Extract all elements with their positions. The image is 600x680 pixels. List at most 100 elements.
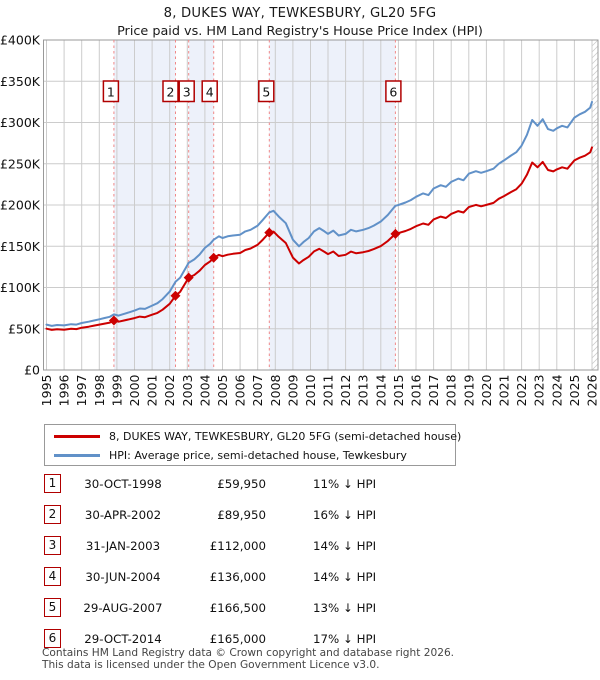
x-axis-tick-label: 1996 [57, 374, 72, 406]
transaction-hpi-diff: 13% ↓ HPI [313, 601, 377, 615]
x-axis-tick-label: 2020 [479, 374, 494, 406]
y-axis-tick-label: £50K [8, 321, 41, 336]
transaction-date: 30-APR-2002 [84, 508, 162, 522]
transaction-price: £112,000 [209, 539, 266, 553]
legend-row-hpi: HPI: Average price, semi-detached house,… [45, 446, 455, 465]
x-axis-tick-label: 2025 [567, 375, 582, 407]
transaction-row: 2 30-APR-2002 £89,950 16% ↓ HPI [44, 503, 556, 534]
sale-badge [258, 80, 275, 103]
transaction-hpi-diff: 14% ↓ HPI [313, 539, 377, 553]
sale-badge [385, 80, 402, 103]
x-axis-tick-label: 2019 [461, 374, 476, 406]
transaction-price: £59,950 [217, 477, 266, 491]
y-axis-tick-label: £200K [0, 198, 41, 213]
legend-label-price-paid: 8, DUKES WAY, TEWKESBURY, GL20 5FG (semi… [109, 430, 462, 443]
page-title: 8, DUKES WAY, TEWKESBURY, GL20 5FG [163, 6, 437, 21]
x-axis-tick-label: 2017 [426, 375, 441, 407]
hpi-line-swatch [54, 454, 100, 457]
sale-badge-number: 3 [183, 85, 191, 100]
transaction-row: 6 29-OCT-2014 £165,000 17% ↓ HPI [44, 627, 556, 658]
transactions-table: 1 30-OCT-1998 £59,950 11% ↓ HPI 2 30-APR-2002… [44, 472, 556, 660]
x-axis-tick-label: 2016 [409, 374, 424, 406]
y-axis-tick-label: £100K [0, 280, 41, 295]
transaction-price: £166,500 [209, 601, 266, 615]
license-footer: Contains HM Land Registry data © Crown c… [42, 647, 455, 671]
price-chart: 1 2 3 4 5 6 £0 £50K £100K £150K £200K £250K £300K £35… [0, 33, 600, 407]
y-axis-tick-label: £300K [0, 115, 41, 130]
x-axis-tick-label: 2023 [532, 375, 547, 407]
sale-badge [201, 80, 218, 103]
x-axis-tick-label: 1999 [109, 374, 124, 406]
legend-row-price-paid: 8, DUKES WAY, TEWKESBURY, GL20 5FG (semi… [45, 427, 461, 446]
x-axis-tick-label: 2002 [162, 375, 177, 407]
transaction-hpi-diff: 14% ↓ HPI [313, 570, 377, 584]
footer-line-1: Contains HM Land Registry data © Crown c… [42, 647, 455, 659]
x-axis-tick-label: 1998 [92, 374, 107, 406]
x-axis-tick-label: 2018 [444, 374, 459, 406]
transaction-number-badge: 1 [44, 474, 61, 493]
y-axis-tick-label: £400K [0, 33, 41, 48]
transaction-number-badge: 2 [44, 505, 61, 524]
transaction-date: 29-OCT-2014 [84, 632, 162, 646]
price-paid-line-swatch [54, 435, 100, 438]
x-axis-tick-label: 2014 [373, 374, 388, 406]
transaction-price: £165,000 [209, 632, 266, 646]
transaction-row: 4 30-JUN-2004 £136,000 14% ↓ HPI [44, 565, 556, 596]
y-axis-tick-label: £350K [0, 74, 41, 89]
sale-badge-number: 2 [167, 85, 175, 100]
x-axis-tick-label: 2024 [549, 374, 564, 406]
transaction-number-badge: 6 [44, 629, 61, 648]
transaction-date: 30-JUN-2004 [85, 570, 161, 584]
sale-marker [108, 315, 119, 326]
x-axis-tick-label: 2009 [285, 374, 300, 406]
transaction-row: 5 29-AUG-2007 £166,500 13% ↓ HPI [44, 596, 556, 627]
x-axis-tick-label: 2003 [180, 375, 195, 407]
y-axis-tick-label: £0 [24, 363, 40, 378]
transaction-hpi-diff: 17% ↓ HPI [313, 632, 377, 646]
transaction-date: 30-OCT-1998 [84, 477, 162, 491]
x-axis-tick-label: 1995 [39, 375, 54, 407]
page-subtitle: Price paid vs. HM Land Registry's House … [117, 24, 483, 39]
x-axis-tick-label: 2007 [250, 375, 265, 407]
x-axis-tick-label: 2010 [303, 374, 318, 406]
sale-badge-number: 1 [107, 85, 115, 100]
x-axis-tick-label: 2008 [268, 374, 283, 406]
sale-badge-number: 6 [389, 85, 397, 100]
footer-line-2: This data is licensed under the Open Gov… [42, 658, 380, 671]
transaction-date: 29-AUG-2007 [83, 601, 163, 615]
transaction-date: 31-JAN-2003 [85, 539, 161, 553]
hpi-line [45, 100, 593, 327]
x-axis-tick-label: 2021 [497, 375, 512, 407]
transaction-row: 1 30-OCT-1998 £59,950 11% ↓ HPI [44, 472, 556, 503]
x-axis-tick-label: 2026 [585, 374, 600, 406]
x-axis-tick-label: 2004 [197, 374, 212, 406]
transaction-number-badge: 5 [44, 598, 61, 617]
x-axis-tick-label: 2011 [321, 375, 336, 407]
x-axis-tick-label: 2001 [145, 375, 160, 407]
transaction-hpi-diff: 16% ↓ HPI [313, 508, 377, 522]
sale-badge [162, 80, 179, 103]
transaction-number-badge: 3 [44, 536, 61, 555]
price-paid-line [45, 146, 593, 331]
transaction-row: 3 31-JAN-2003 £112,000 14% ↓ HPI [44, 534, 556, 565]
transaction-hpi-diff: 11% ↓ HPI [313, 477, 377, 491]
chart-legend: 8, DUKES WAY, TEWKESBURY, GL20 5FG (semi… [44, 424, 461, 466]
transaction-price: £89,950 [217, 508, 266, 522]
sale-badge-number: 5 [262, 85, 270, 100]
x-axis-tick-label: 2000 [127, 374, 142, 406]
y-axis-tick-label: £250K [0, 156, 41, 171]
y-axis-tick-label: £150K [0, 239, 41, 254]
sale-badge-number: 4 [206, 85, 214, 100]
x-axis-tick-label: 2022 [514, 375, 529, 407]
sale-marker [264, 227, 275, 238]
transaction-price: £136,000 [209, 570, 266, 584]
sale-badge [102, 80, 120, 103]
sale-marker [390, 228, 401, 239]
legend-label-hpi: HPI: Average price, semi-detached house,… [109, 449, 407, 462]
sale-badge [178, 80, 195, 103]
sale-marker [183, 272, 194, 283]
x-axis-tick-label: 2015 [391, 375, 406, 407]
transaction-number-badge: 4 [44, 567, 61, 586]
x-axis-tick-label: 2012 [338, 375, 353, 407]
